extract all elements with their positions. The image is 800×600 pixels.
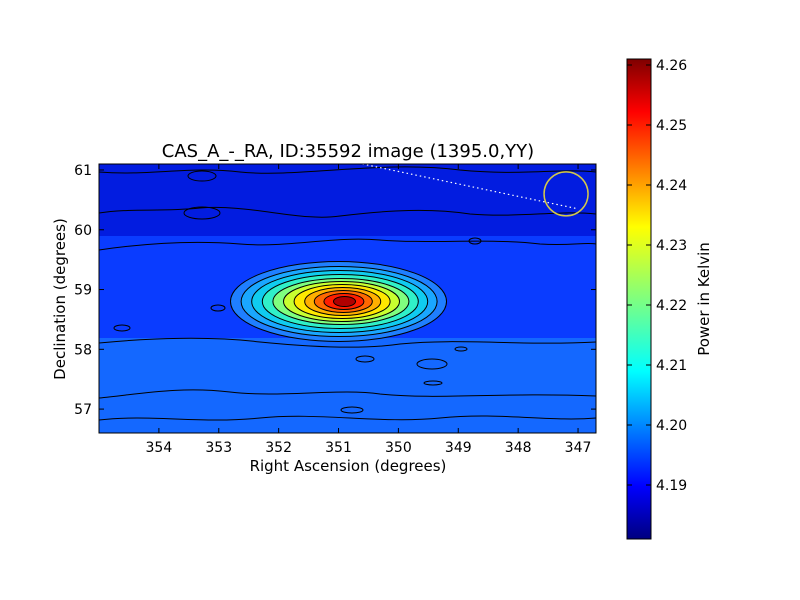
noise-contour [99,238,596,251]
dotted-line [362,164,579,210]
x-tick-label: 353 [205,440,232,456]
noise-contour-island [355,355,375,363]
plot-area [99,164,596,433]
x-tick-label: 347 [565,440,592,456]
colorbar-tick-label: 4.21 [656,358,687,374]
noise-contour [99,206,596,218]
y-tick-label: 61 [74,163,92,179]
source-isophote [333,295,357,307]
x-tick-label: 348 [505,440,532,456]
noise-contour [99,389,596,399]
colorbar-tick-label: 4.26 [656,58,687,74]
noise-contour-island [183,206,221,220]
colorbar-tick-label: 4.19 [656,478,687,494]
y-tick-label: 60 [74,223,92,239]
colorbar [626,58,652,540]
noise-contour-island [423,380,443,386]
noise-contour-island [340,406,364,414]
y-tick-label: 57 [74,402,92,418]
chart-title: CAS_A_-_RA, ID:35592 image (1395.0,YY) [162,141,534,162]
y-tick-label: 59 [74,283,92,299]
noise-contour [99,337,596,348]
noise-contour-island [187,170,217,182]
noise-contour-island [113,324,131,332]
y-tick-label: 58 [74,342,92,358]
colorbar-tick-label: 4.20 [656,418,687,434]
noise-contour [99,415,596,421]
heatmap-upper-band [99,164,596,236]
colorbar-tick-label: 4.23 [656,238,687,254]
noise-contour [99,166,596,174]
noise-contour-island [468,237,482,245]
source-marker-circle [543,171,589,217]
x-axis-ticks: 354 353 352 351 350 349 348 347 [146,164,592,456]
x-tick-label: 351 [325,440,352,456]
colorbar-label: Power in Kelvin [695,242,713,356]
colorbar-tick-label: 4.25 [656,118,687,134]
x-tick-label: 349 [445,440,472,456]
noise-contour-island [454,346,468,352]
colorbar-tick-label: 4.24 [656,178,687,194]
noise-contour-island [210,304,226,312]
colorbar-tick-label: 4.22 [656,298,687,314]
colorbar-ticks: 4.19 4.20 4.21 4.22 4.23 4.24 4.25 4.26 [627,58,687,494]
x-tick-label: 352 [265,440,292,456]
plot-frame [98,163,597,434]
x-tick-label: 354 [146,440,173,456]
x-axis-label: Right Ascension (degrees) [250,457,447,475]
noise-contour-island [416,358,448,370]
y-axis-ticks: 57 58 59 60 61 [74,163,596,418]
x-tick-label: 350 [385,440,412,456]
y-axis-label: Declination (degrees) [51,218,69,380]
